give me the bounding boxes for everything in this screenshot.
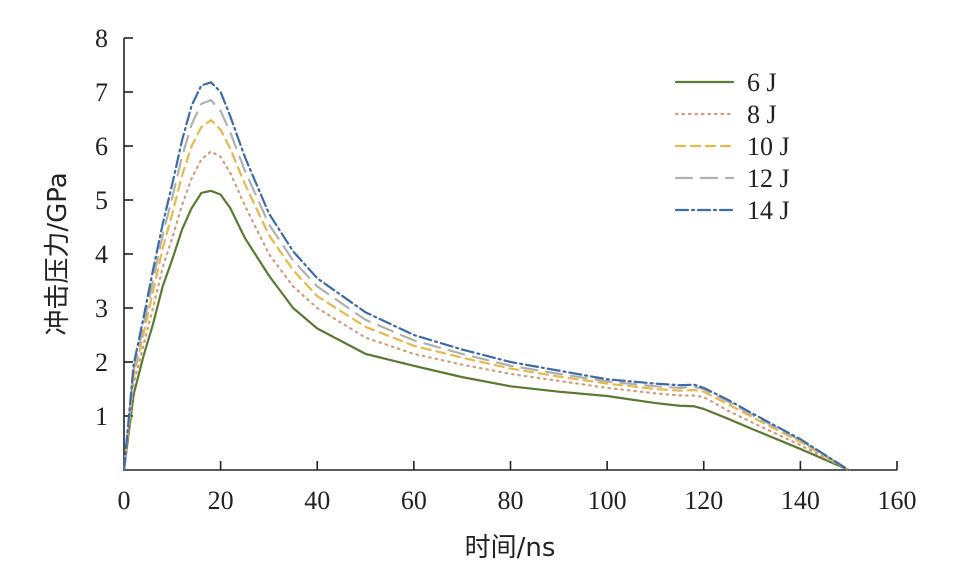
x-tick-label: 0 [118,486,131,515]
y-tick-label: 5 [95,186,108,215]
y-axis-title: 冲击压力/GPa [43,172,73,335]
x-tick-label: 20 [208,486,234,515]
series-line-5 [122,81,850,472]
series-line-3 [122,118,850,472]
y-tick-label: 1 [95,402,108,431]
x-tick-label: 60 [401,486,427,515]
legend: 6 J 8 J 10 J 12 J 14 J [674,68,790,225]
y-tick-label: 4 [95,240,108,269]
legend-label: 8 J [747,100,777,129]
x-tick-label: 160 [878,486,917,515]
x-tick-label: 80 [498,486,524,515]
x-tick-label: 100 [588,486,627,515]
x-tick-label: 40 [304,486,330,515]
y-tick-label: 3 [95,294,108,323]
x-tick-label: 140 [781,486,820,515]
series-group [122,81,850,472]
y-tick-label: 8 [95,24,108,53]
x-ticks: 0 20 40 60 80 100 120 140 160 [118,461,917,515]
y-tick-label: 7 [95,78,108,107]
legend-label: 14 J [747,196,790,225]
x-tick-label: 120 [684,486,723,515]
y-tick-label: 2 [95,348,108,377]
series-line-4 [122,99,850,472]
legend-label: 12 J [747,164,790,193]
x-axis-title: 时间/ns [465,533,556,563]
series-line-1 [122,189,850,472]
series-line-2 [122,150,850,472]
legend-label: 6 J [747,68,777,97]
y-tick-label: 6 [95,132,108,161]
legend-label: 10 J [747,132,790,161]
axes [123,38,897,471]
y-ticks: 1 2 3 4 5 6 7 8 [95,24,133,431]
